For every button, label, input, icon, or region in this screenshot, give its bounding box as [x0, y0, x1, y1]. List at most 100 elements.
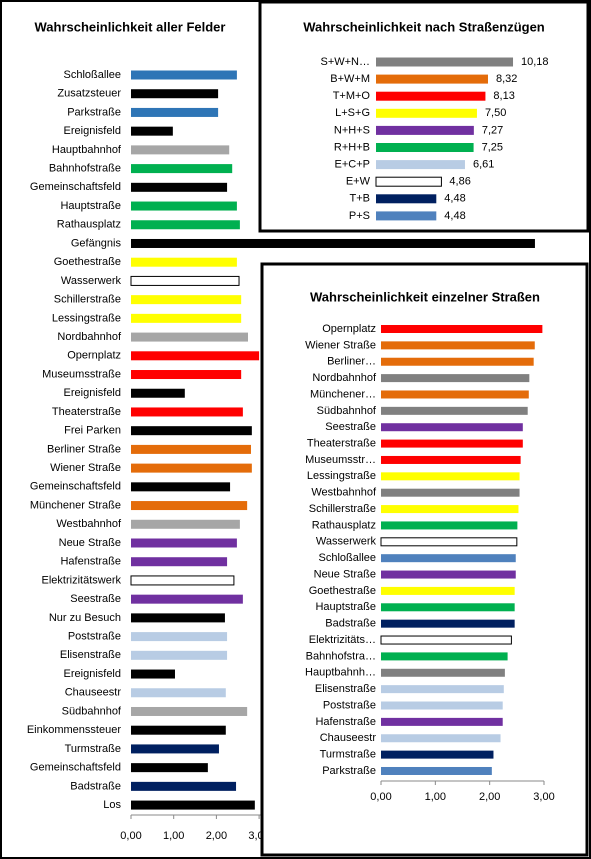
category-label: Poststraße — [68, 631, 121, 643]
category-label: Neue Straße — [314, 568, 376, 580]
bar — [376, 194, 437, 204]
category-label: Los — [103, 799, 121, 811]
category-label: Poststraße — [323, 699, 376, 711]
category-label: Elektrizitäts… — [309, 634, 376, 646]
category-label: Einkommenssteuer — [27, 724, 121, 736]
bar — [381, 455, 521, 464]
category-label: Theaterstraße — [307, 437, 376, 449]
chart-title: Wahrscheinlichkeit einzelner Straßen — [310, 289, 540, 304]
category-label: Hauptbahnh… — [305, 667, 376, 679]
category-label: Gemeinschaftsfeld — [30, 762, 121, 774]
category-label: Berliner… — [327, 356, 376, 368]
bar — [376, 91, 486, 101]
bar — [131, 257, 237, 267]
category-label: Südbahnhof — [62, 705, 122, 717]
category-label: Parkstraße — [67, 106, 121, 118]
category-label: Elisenstraße — [315, 683, 376, 695]
bar — [381, 570, 516, 579]
value-label: 8,32 — [496, 73, 517, 85]
bar — [131, 388, 185, 398]
category-label: Gemeinschaftsfeld — [30, 481, 121, 493]
bar — [381, 488, 520, 497]
category-label: Lessingstraße — [52, 312, 121, 324]
bar — [381, 472, 520, 481]
category-label: Turmstraße — [65, 743, 121, 755]
bar — [131, 351, 260, 361]
value-label: 7,50 — [485, 107, 506, 119]
category-label: Wasserwerk — [61, 275, 122, 287]
category-label: Zusatzsteuer — [57, 88, 121, 100]
bar — [376, 143, 474, 152]
bar — [381, 766, 492, 775]
category-label: Hauptbahnhof — [52, 144, 122, 156]
bar — [131, 426, 252, 436]
value-label: 4,86 — [449, 176, 470, 188]
category-label: Badstraße — [325, 618, 376, 630]
bar — [381, 406, 528, 415]
bar — [131, 145, 230, 155]
category-label: Chauseestr — [320, 732, 377, 744]
bar — [381, 554, 516, 563]
x-tick-label: 2,00 — [206, 830, 227, 842]
category-label: Seestraße — [70, 593, 121, 605]
bar — [380, 635, 512, 645]
bar — [131, 781, 237, 791]
bar — [131, 594, 243, 604]
x-tick-label: 1,00 — [163, 830, 184, 842]
bar — [376, 211, 437, 221]
bar — [381, 668, 505, 677]
chart-single-streets: Wahrscheinlichkeit einzelner Straßen Ope… — [305, 289, 555, 802]
bar — [130, 275, 240, 286]
category-label: Seestraße — [325, 421, 376, 433]
category-label: Museumsstraße — [42, 368, 121, 380]
bar — [381, 685, 504, 694]
category-label: Münchener Straße — [30, 499, 121, 511]
bar — [131, 182, 228, 192]
category-label: L+S+G — [335, 107, 370, 119]
bar — [376, 74, 488, 84]
category-label: Badstraße — [70, 780, 121, 792]
category-label: Rathausplatz — [312, 519, 376, 531]
value-label: 7,27 — [482, 124, 503, 136]
bar — [376, 108, 477, 118]
bar — [131, 557, 228, 567]
bar — [131, 444, 251, 454]
bar — [381, 505, 519, 514]
category-label: Schillerstraße — [309, 503, 376, 515]
category-label: T+B — [350, 193, 370, 205]
bar — [376, 57, 514, 67]
category-label: Berliner Straße — [47, 443, 121, 455]
bar — [381, 439, 523, 448]
value-label: 8,13 — [493, 90, 514, 102]
bar — [130, 575, 235, 586]
bar — [131, 519, 240, 529]
bar — [131, 501, 248, 511]
category-label: Bahnhofstraße — [49, 163, 121, 175]
x-tick-label: 1,00 — [425, 791, 446, 803]
category-label: Elisenstraße — [60, 649, 121, 661]
category-label: N+H+S — [334, 124, 370, 136]
category-label: Wiener Straße — [305, 339, 376, 351]
bar — [381, 423, 523, 432]
category-label: Elektrizitätswerk — [42, 574, 122, 586]
bar — [381, 586, 515, 595]
category-label: Münchener… — [310, 388, 376, 400]
category-label: Theaterstraße — [52, 406, 121, 418]
bar — [131, 669, 175, 679]
bar — [131, 220, 240, 230]
category-label: Bahnhofstra… — [306, 650, 376, 662]
bar — [131, 744, 219, 754]
bar — [131, 201, 237, 211]
category-label: Hauptstraße — [315, 601, 376, 613]
bar — [376, 160, 465, 170]
chart-title: Wahrscheinlichkeit aller Felder — [35, 19, 226, 34]
bar — [131, 632, 228, 642]
bar — [381, 325, 543, 333]
category-label: Ereignisfeld — [64, 668, 121, 680]
category-label: Turmstraße — [320, 749, 376, 761]
bar — [381, 521, 518, 530]
category-label: Hauptstraße — [60, 200, 121, 212]
bar — [381, 701, 503, 710]
category-label: E+C+P — [335, 159, 370, 171]
